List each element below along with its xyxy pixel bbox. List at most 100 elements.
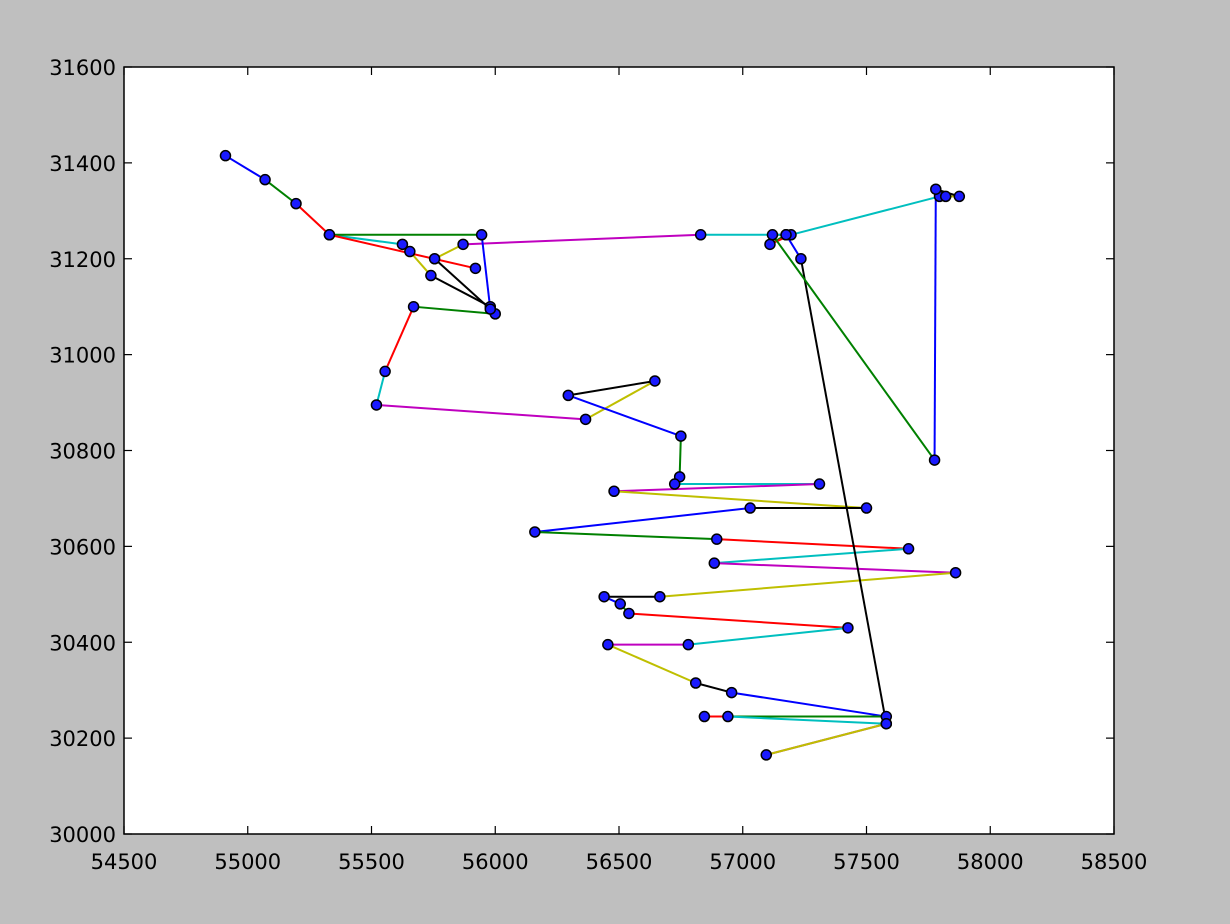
data-point-48 [939,190,952,203]
x-tick-label: 55000 [214,850,281,874]
data-point-6 [404,245,416,258]
line-segment-56 [433,258,491,310]
axis-tick-labels: 54500 55000 55500 56000 56500 57000 57500 58000… [49,56,1147,874]
line-segment-50 [933,189,937,461]
data-point-25 [902,543,915,555]
data-point-20 [608,485,620,497]
data-point-31 [623,607,635,620]
data-point-22 [744,502,756,514]
data-point-14 [649,375,661,387]
data-point-39 [722,710,734,723]
data-point-59 [323,229,336,241]
line-segment-41 [766,722,887,756]
plot-area [123,66,1115,835]
y-tick-label: 30000 [49,823,116,847]
data-point-54 [694,229,707,241]
data-point-58 [475,229,488,241]
line-segment-27 [659,571,956,598]
data-point-50 [930,183,942,195]
y-tick-label: 30800 [49,440,116,464]
data-point-55 [457,238,469,251]
line-segment-25 [714,547,909,565]
x-tick-label: 56500 [586,850,653,874]
data-point-35 [689,677,702,689]
series-lines [224,154,960,756]
line-segment-15 [567,394,682,438]
line-segment-3 [295,202,331,236]
data-point-53 [780,229,792,241]
y-tick-label: 30400 [49,631,116,655]
x-tick-label: 58000 [957,850,1024,874]
data-point-34 [602,638,614,651]
data-point-43 [795,253,807,265]
data-point-51 [928,454,941,466]
data-point-18 [668,478,681,490]
data-point-38 [698,710,711,723]
line-segment-14 [568,380,656,397]
x-tick-label: 54500 [91,850,158,874]
data-point-2 [259,173,271,186]
data-point-56 [428,253,441,265]
line-segment-12 [376,403,586,421]
line-segment-4 [329,233,403,246]
data-point-12 [370,399,383,411]
data-point-15 [562,389,575,402]
line-segment-10 [384,306,415,372]
data-point-29 [598,590,610,603]
line-segment-35 [695,682,732,694]
x-tick-label: 56000 [462,850,529,874]
axis-ticks [123,66,1115,835]
data-point-21 [860,502,873,514]
data-point-1 [219,149,232,162]
data-point-28 [654,590,666,603]
y-tick-label: 31400 [49,152,116,176]
series-markers [219,149,966,761]
line-segment-23 [534,530,717,541]
data-point-42 [880,717,893,730]
x-tick-label: 57500 [833,850,900,874]
x-tick-label: 57000 [709,850,776,874]
line-segment-2 [264,178,297,205]
line-segment-9 [413,305,496,315]
data-point-24 [711,533,723,545]
data-point-52 [766,229,779,241]
line-segment-19 [614,483,820,493]
data-point-26 [708,557,721,569]
data-point-3 [290,197,302,210]
data-point-13 [579,413,592,426]
data-point-16 [675,430,687,442]
y-tick-label: 30200 [49,727,116,751]
line-segment-39 [727,715,887,725]
line-segment-1 [224,154,266,181]
line-segment-51 [771,234,936,461]
line-segment-42 [799,258,888,724]
line-segment-34 [607,643,697,684]
y-tick-label: 30600 [49,535,116,559]
data-point-19 [813,478,826,490]
data-point-41 [760,749,773,761]
data-point-33 [682,638,695,651]
data-point-10 [407,300,420,313]
data-point-23 [529,526,541,538]
y-tick-label: 31000 [49,344,116,368]
data-point-30 [614,598,626,610]
line-segment-22 [534,507,751,533]
line-segment-32 [688,626,849,646]
data-point-60 [469,262,482,275]
line-segment-59 [329,233,476,270]
x-tick-label: 58500 [1081,850,1148,874]
line-segment-31 [628,612,849,629]
line-segment-46 [790,195,940,236]
data-point-45 [764,238,776,251]
y-tick-label: 31600 [49,56,116,80]
line-segment-57 [480,234,492,310]
data-point-36 [725,686,738,699]
line-segment-26 [714,562,956,574]
line-segment-7 [430,274,491,308]
line-segment-13 [585,380,656,421]
data-point-11 [379,365,391,378]
line-segment-36 [731,691,887,718]
x-tick-label: 55500 [338,850,405,874]
data-point-5 [396,238,409,251]
